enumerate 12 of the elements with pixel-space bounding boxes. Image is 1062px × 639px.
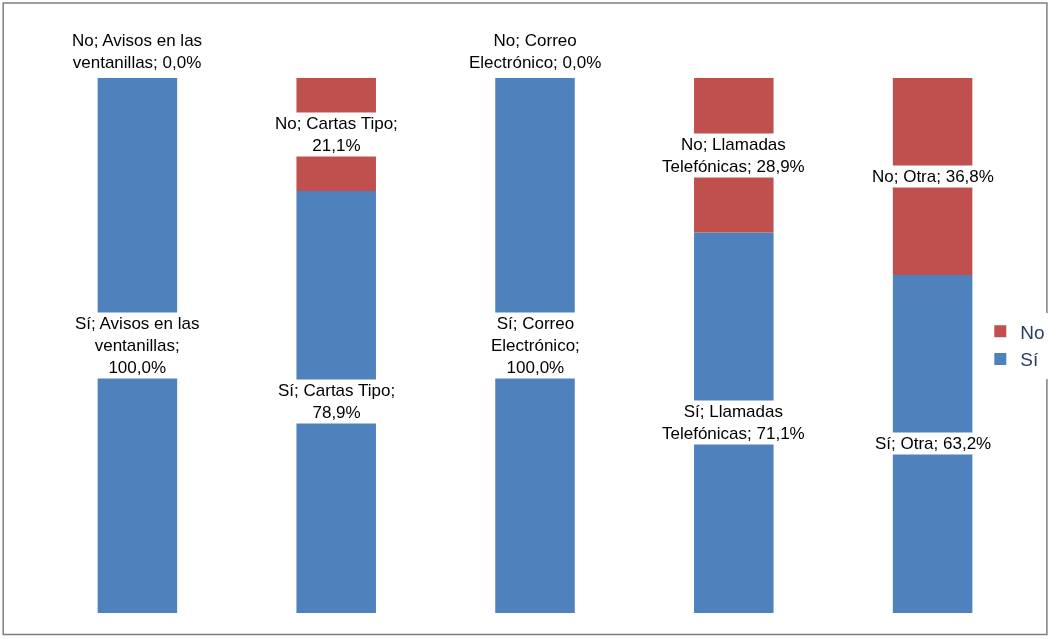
data-label: Sí; Correo Electrónico; 100,0% [491,314,580,378]
legend-label: No [1020,321,1045,343]
data-label: Sí; Cartas Tipo; 78,9% [278,381,396,423]
data-label: No; Otra; 36,8% [872,167,994,186]
legend-label: Sí [1020,349,1039,371]
data-label: Sí; Avisos en las ventanillas; 100,0% [75,314,200,378]
data-label: No; Cartas Tipo; 21,1% [275,114,398,156]
data-label: No; Correo Electrónico; 0,0% [469,31,602,73]
data-label: Sí; Llamadas Telefónicas; 71,1% [662,402,805,444]
data-label: No; Avisos en las ventanillas; 0,0% [72,31,203,73]
data-label: No; Llamadas Telefónicas; 28,9% [662,135,805,177]
data-label: Sí; Otra; 63,2% [875,434,992,453]
